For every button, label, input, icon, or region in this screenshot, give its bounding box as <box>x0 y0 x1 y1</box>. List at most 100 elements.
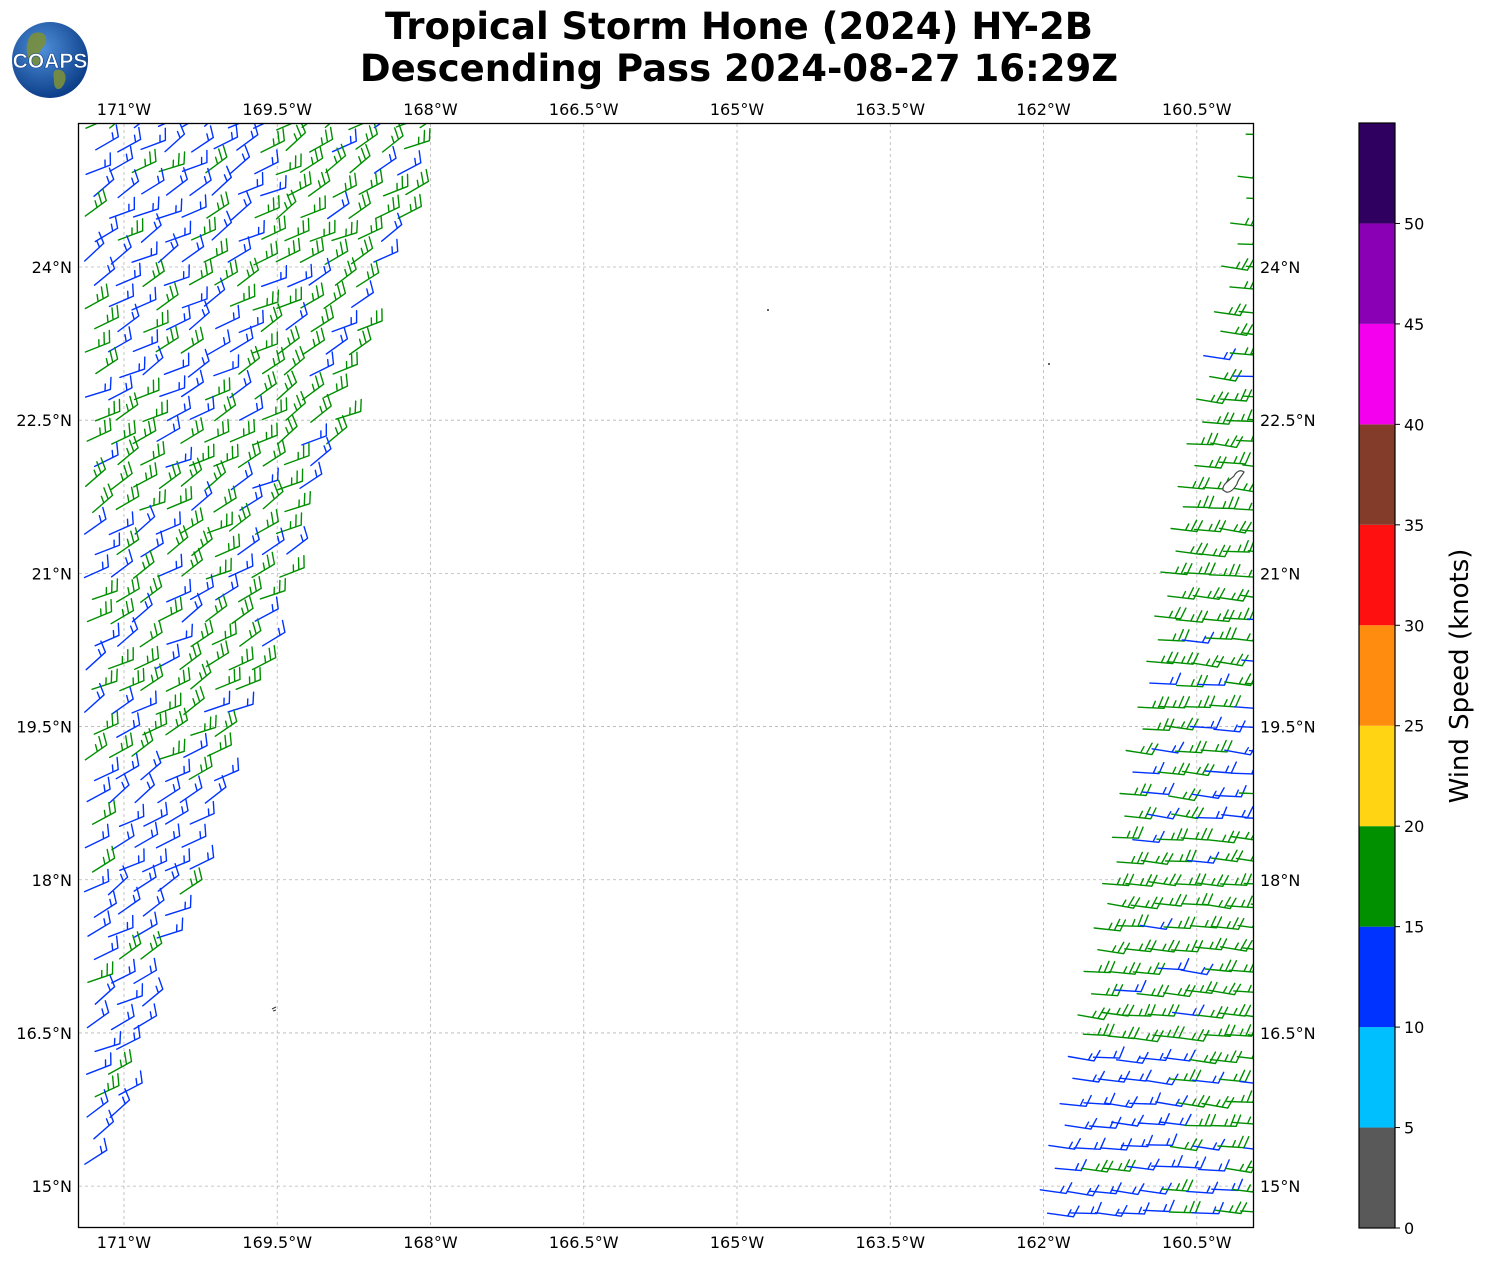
wind-barb <box>179 775 203 804</box>
wind-barb <box>190 619 214 648</box>
wind-barb <box>87 910 111 937</box>
wind-barb <box>323 281 347 309</box>
wind-barb <box>131 241 158 263</box>
wind-barb <box>1260 1052 1292 1063</box>
wind-barb <box>309 126 334 153</box>
colorbar: 0 5 10 15 20 25 30 35 40 45 50 <box>1358 122 1424 1238</box>
wind-barb <box>1232 1116 1253 1125</box>
wind-barb <box>214 709 238 737</box>
wind-barb <box>119 931 142 960</box>
wind-barb <box>1132 830 1165 843</box>
wind-barb <box>279 555 305 578</box>
wind-barb <box>1213 303 1247 317</box>
coaps-logo: COAPS <box>12 22 88 98</box>
wind-barb <box>119 667 145 692</box>
wind-barb <box>324 238 349 265</box>
wind-barb <box>1146 807 1180 820</box>
wind-barb <box>1214 1201 1248 1215</box>
wind-barb <box>117 617 139 647</box>
wind-barb <box>214 259 239 286</box>
wind-barb <box>1202 609 1235 623</box>
wind-barb <box>207 732 232 757</box>
logo-text: COAPS <box>13 50 88 73</box>
wind-barb <box>1203 348 1236 361</box>
wind-barb <box>1168 1069 1202 1082</box>
wind-barb <box>1208 982 1242 996</box>
wind-barb <box>84 1137 108 1165</box>
wind-barb <box>1229 347 1253 356</box>
wind-barb <box>1233 706 1253 709</box>
wind-barb <box>1105 1096 1138 1109</box>
wind-barb <box>238 575 262 603</box>
wind-barb <box>1219 388 1253 402</box>
wind-barb <box>1191 1071 1225 1084</box>
wind-barb <box>327 191 350 220</box>
wind-barb <box>1160 562 1193 576</box>
wind-barb <box>1204 761 1237 774</box>
wind-barb <box>261 619 286 647</box>
wind-barb <box>1237 175 1253 179</box>
wind-barb <box>1256 498 1286 509</box>
wind-barb <box>1142 718 1175 731</box>
wind-barb <box>134 773 155 804</box>
wind-barb <box>309 351 335 377</box>
wind-barb <box>204 690 231 713</box>
wind-barb <box>325 143 347 174</box>
wind-barb <box>310 305 334 333</box>
lon-label-bottom: 162°W <box>1016 1233 1071 1252</box>
wind-barb <box>1177 1094 1211 1108</box>
wind-barb <box>117 169 140 199</box>
wind-barb <box>228 553 254 578</box>
wind-barb <box>382 173 409 197</box>
wind-barb <box>205 460 227 490</box>
wind-barb <box>1124 806 1157 820</box>
wind-barb <box>116 576 140 603</box>
wind-barb <box>190 714 217 736</box>
colorbar-tick-label: 50 <box>1404 214 1424 233</box>
wind-barb <box>205 640 230 668</box>
wind-barb <box>1168 1200 1201 1214</box>
wind-barb <box>109 196 135 219</box>
wind-barb <box>155 823 181 849</box>
wind-barb <box>260 303 283 332</box>
wind-barb <box>1116 851 1149 865</box>
wind-barb <box>108 375 133 401</box>
wind-barb <box>157 233 179 264</box>
wind-barb <box>1137 696 1170 709</box>
wind-barb <box>275 237 301 263</box>
wind-barb <box>1208 563 1241 577</box>
wind-barb <box>1228 963 1253 973</box>
wind-barb <box>238 220 265 242</box>
wind-barb <box>1139 1048 1172 1062</box>
wind-barb <box>1252 285 1253 287</box>
wind-barb <box>239 618 262 647</box>
chart-title-line2: Descending Pass 2024-08-27 16:29Z <box>359 47 1119 90</box>
wind-barb <box>140 441 165 466</box>
wind-barb <box>1189 1051 1222 1065</box>
wind-barb <box>119 356 146 379</box>
wind-barb <box>93 167 115 197</box>
wind-barb <box>1224 673 1253 687</box>
wind-barb <box>109 145 134 172</box>
colorbar-segment <box>1359 223 1395 324</box>
wind-barb <box>1119 783 1152 797</box>
wind-barb <box>1170 939 1204 953</box>
wind-barb <box>165 446 193 468</box>
wind-barb <box>1197 1159 1230 1172</box>
wind-barb <box>1182 495 1215 509</box>
wind-barb <box>1237 241 1253 246</box>
wind-barb <box>236 124 259 151</box>
wind-barb <box>1070 1201 1102 1215</box>
wind-barb <box>1244 1014 1253 1018</box>
wind-barb <box>1186 1181 1219 1194</box>
island-dot <box>1048 363 1050 365</box>
wind-barb <box>188 259 214 286</box>
wind-barb <box>301 423 327 446</box>
wind-barb <box>1157 629 1190 642</box>
wind-barb <box>215 304 240 330</box>
wind-barb <box>189 800 215 825</box>
wind-barb <box>1254 214 1285 225</box>
wind-barb <box>84 188 107 217</box>
wind-barb <box>1224 747 1253 756</box>
wind-barb <box>1126 1158 1160 1171</box>
